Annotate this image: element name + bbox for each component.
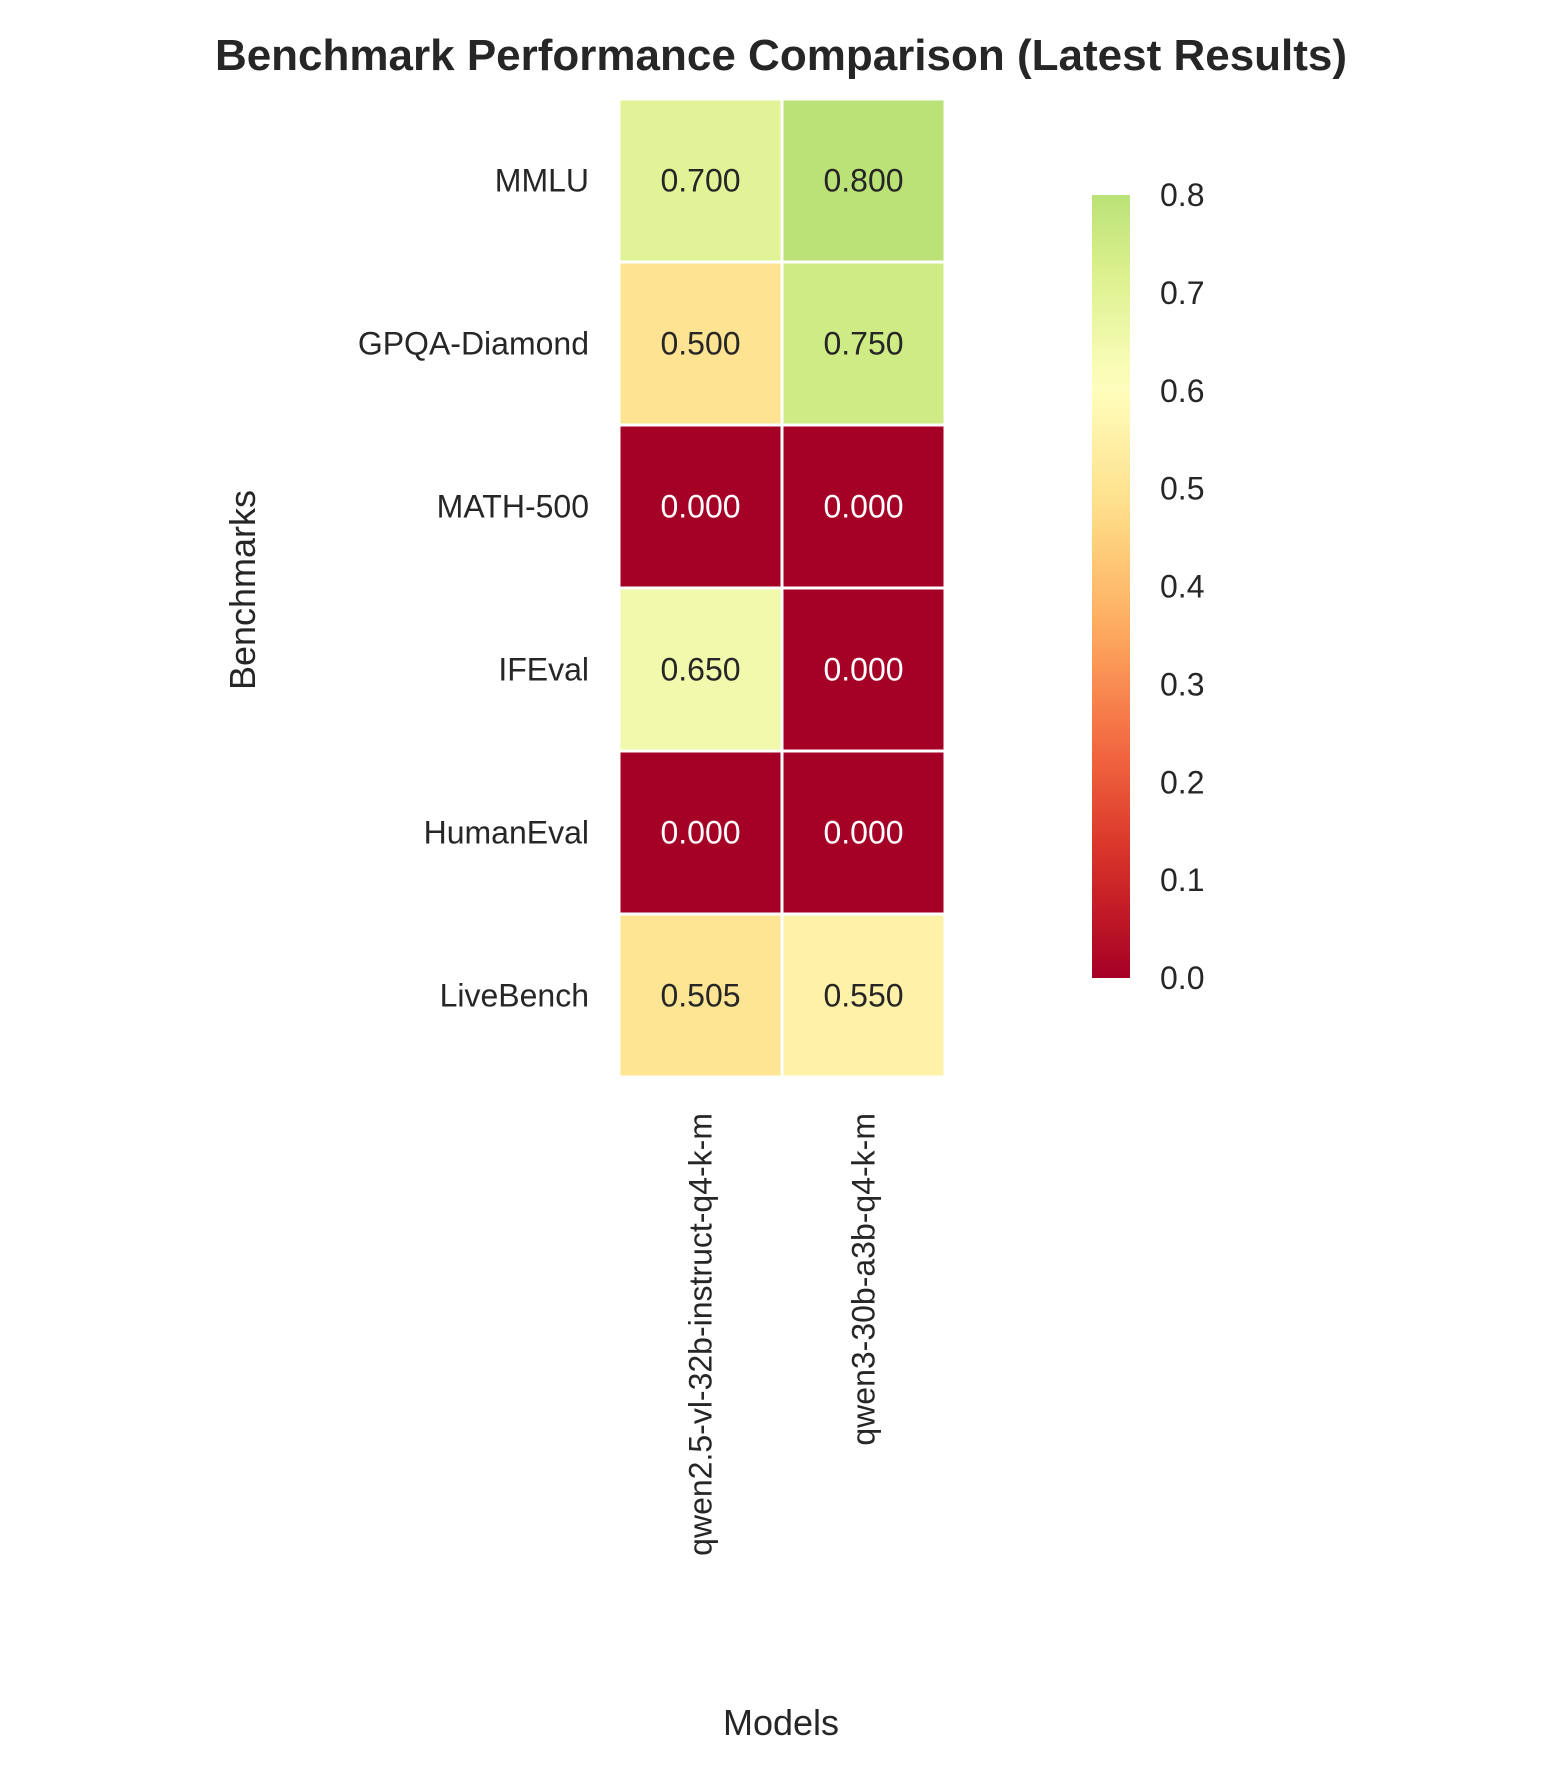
x-tick-label: qwen2.5-vl-32b-instruct-q4-k-m — [683, 1113, 719, 1556]
heatmap-cell — [780, 749, 947, 916]
y-tick-label: HumanEval — [424, 815, 589, 851]
chart-title: Benchmark Performance Comparison (Latest… — [215, 31, 1347, 80]
x-tick-labels: qwen2.5-vl-32b-instruct-q4-k-m qwen3-30b-… — [683, 1113, 882, 1556]
colorbar-gradient — [1092, 195, 1130, 978]
heatmap-cell — [617, 260, 784, 427]
colorbar-tick-label: 0.0 — [1160, 960, 1204, 996]
colorbar-tick-label: 0.2 — [1160, 764, 1204, 800]
cell-value-label: 0.000 — [660, 815, 740, 851]
cell-value-label: 0.000 — [823, 652, 903, 688]
colorbar-tick-label: 0.4 — [1160, 569, 1204, 605]
cell-value-label: 0.505 — [660, 978, 740, 1014]
colorbar-tick-label: 0.8 — [1160, 177, 1204, 213]
colorbar-tick-label: 0.6 — [1160, 373, 1204, 409]
y-tick-label: IFEval — [498, 652, 589, 688]
colorbar-tick-label: 0.7 — [1160, 275, 1204, 311]
y-tick-label: MATH-500 — [437, 489, 589, 525]
x-axis-label: Models — [723, 1702, 839, 1743]
cell-value-label: 0.650 — [660, 652, 740, 688]
colorbar-tick-label: 0.3 — [1160, 666, 1204, 702]
cell-value-label: 0.800 — [823, 163, 903, 199]
colorbar-tick-label: 0.5 — [1160, 471, 1204, 507]
heatmap-cell — [780, 423, 947, 590]
y-tick-label: GPQA-Diamond — [358, 326, 589, 362]
cell-value-label: 0.000 — [823, 815, 903, 851]
cell-value-label: 0.750 — [823, 326, 903, 362]
y-tick-label: LiveBench — [440, 978, 589, 1014]
cell-value-label: 0.000 — [660, 489, 740, 525]
x-tick-label: qwen3-30b-a3b-q4-k-m — [846, 1113, 882, 1446]
y-tick-label: MMLU — [495, 163, 589, 199]
cell-value-label: 0.700 — [660, 163, 740, 199]
heatmap-cells: 0.700 0.800 0.500 0.750 0.000 0.000 0.650 0.000… — [617, 97, 947, 1079]
colorbar-tick-label: 0.1 — [1160, 862, 1204, 898]
heatmap-cell — [780, 97, 947, 264]
y-axis-label: Benchmarks — [222, 490, 263, 690]
heatmap-cell — [780, 912, 947, 1079]
y-tick-labels: MMLU GPQA-Diamond MATH-500 IFEval HumanEval L… — [358, 163, 589, 1014]
heatmap-cell — [780, 260, 947, 427]
heatmap-cell — [780, 586, 947, 753]
cell-value-label: 0.550 — [823, 978, 903, 1014]
cell-value-label: 0.500 — [660, 326, 740, 362]
heatmap-cell — [617, 97, 784, 264]
cell-value-label: 0.000 — [823, 489, 903, 525]
colorbar: 0.0 0.1 0.2 0.3 0.4 0.5 0.6 0.7 0.8 — [1092, 177, 1204, 996]
